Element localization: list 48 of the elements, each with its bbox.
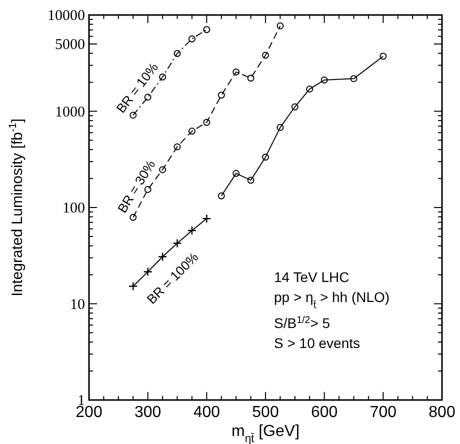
point xyxy=(130,214,137,221)
x-tick-label: 500 xyxy=(252,404,279,421)
annotation: S > 10 events xyxy=(274,335,360,351)
point xyxy=(350,75,358,82)
point xyxy=(232,68,240,76)
x-axis-title: m$_{ηt̄}$ [GeV] xyxy=(231,423,300,444)
point xyxy=(172,238,182,248)
point xyxy=(174,143,181,150)
x-tick-label: 700 xyxy=(370,404,397,421)
point xyxy=(276,22,284,30)
point xyxy=(144,186,152,193)
point xyxy=(276,124,284,131)
y-tick-label: 1000 xyxy=(55,104,85,120)
point xyxy=(158,252,168,262)
y-tick-label: 10000 xyxy=(48,8,85,24)
point xyxy=(174,50,181,58)
point xyxy=(144,94,152,101)
point xyxy=(202,214,212,224)
x-tick-label: 300 xyxy=(134,404,162,421)
point xyxy=(187,226,197,236)
point xyxy=(232,170,240,177)
point xyxy=(218,92,225,99)
point xyxy=(380,52,387,60)
point xyxy=(218,192,225,200)
point xyxy=(306,86,314,93)
point xyxy=(188,35,196,42)
annotation: S/B$^{1/2}$> 5 xyxy=(274,314,330,331)
point xyxy=(247,74,254,82)
point xyxy=(203,26,210,34)
x-tick-label: 400 xyxy=(193,404,220,421)
annotation: pp > η$_{t̄}$ > hh (NLO) xyxy=(274,289,390,310)
annotation: 14 TeV LHC xyxy=(274,269,350,285)
y-tick-label: 10 xyxy=(70,296,85,313)
x-tick-label: 800 xyxy=(428,404,456,421)
x-tick-label: 600 xyxy=(310,404,338,421)
point xyxy=(203,118,210,126)
point xyxy=(159,166,166,174)
point xyxy=(262,154,269,161)
point xyxy=(320,76,328,84)
y-tick-label: 5000 xyxy=(55,36,85,53)
point xyxy=(262,52,269,59)
point xyxy=(143,267,152,276)
y-tick-label: 100 xyxy=(62,200,85,216)
point xyxy=(247,176,254,184)
point xyxy=(159,73,166,80)
point xyxy=(291,103,298,110)
point xyxy=(188,128,196,135)
point xyxy=(128,282,138,291)
